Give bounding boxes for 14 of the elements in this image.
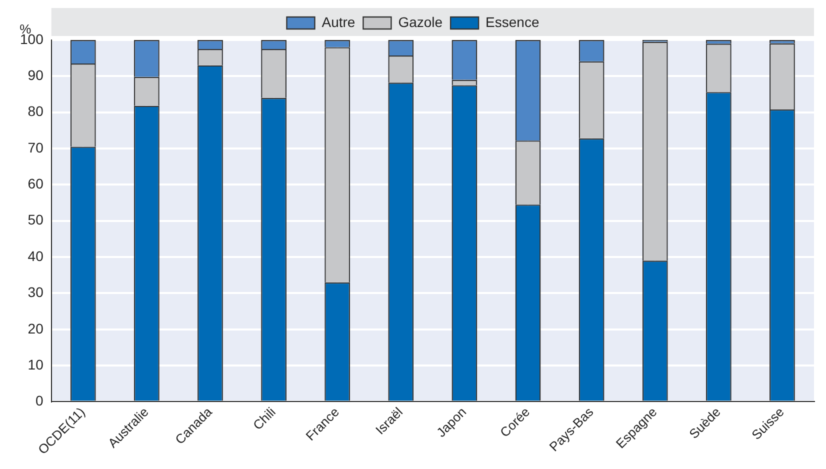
x-tick-label: Chili	[250, 404, 279, 433]
y-tick-label: 20	[28, 320, 44, 336]
y-tick-label: 10	[28, 356, 44, 372]
y-tick-label: 30	[28, 284, 44, 300]
y-tick-label: 80	[28, 103, 44, 120]
legend-label: Autre	[322, 14, 356, 30]
y-tick-label: 0	[36, 392, 44, 409]
y-tick-label: 40	[28, 248, 44, 264]
y-tick-label: 90	[28, 67, 44, 84]
legend-label: Essence	[486, 14, 540, 30]
legend-label: Gazole	[398, 14, 443, 30]
y-tick-label: 50	[28, 212, 44, 228]
y-tick-label: 70	[28, 139, 44, 156]
y-tick-label: 60	[28, 176, 44, 192]
